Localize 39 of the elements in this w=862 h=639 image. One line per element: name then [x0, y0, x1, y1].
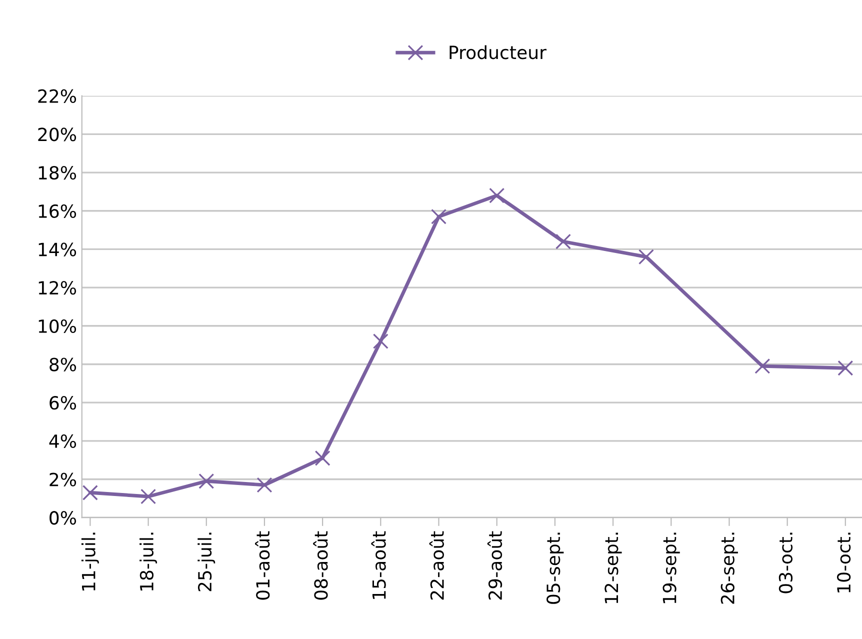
- x-tick-label: 01-août: [255, 531, 270, 600]
- x-tick-label: 10-oct.: [836, 532, 851, 592]
- point: [198, 473, 214, 489]
- y-tick-label: 22%: [38, 89, 76, 103]
- point: [489, 188, 505, 204]
- x-tick-label: 05-sept.: [546, 532, 564, 604]
- point: [754, 358, 770, 374]
- point: [82, 484, 98, 500]
- x-tick-label: 15-août: [371, 531, 386, 599]
- y-tick-label: 18%: [38, 166, 76, 180]
- y-tick-label: 16%: [38, 204, 76, 218]
- y-tick-label: 6%: [50, 396, 76, 410]
- legend-label: Producteur: [450, 45, 546, 60]
- y-tick-label: 0%: [50, 511, 76, 525]
- x-tick-label: 19-sept.: [662, 532, 680, 604]
- y-tick-label: 4%: [49, 434, 76, 448]
- y-tick-label: 10%: [38, 319, 76, 334]
- point: [555, 234, 572, 250]
- x-tick-label: 25-juil.: [198, 532, 216, 592]
- x-tick-label: 03-oct.: [778, 532, 793, 594]
- y-tick-label: 8%: [50, 358, 76, 372]
- point: [314, 450, 330, 466]
- x-tick-label: 12-sept.: [604, 532, 622, 604]
- y-tick-label: 20%: [38, 128, 76, 142]
- point: [140, 488, 156, 504]
- point: [430, 208, 447, 224]
- x-tick-label: 22-août: [429, 531, 444, 600]
- x-tick-label: 18-juil.: [140, 532, 158, 591]
- x-tick-label: 08-août: [313, 531, 328, 600]
- x-tick-label: 29-août: [487, 531, 502, 600]
- point: [838, 360, 854, 376]
- x-tick-label: 26-sept.: [720, 532, 738, 604]
- point: [372, 333, 388, 350]
- point: [256, 477, 272, 493]
- y-tick-label: 12%: [38, 281, 76, 295]
- y-tick-label: 14%: [38, 242, 76, 256]
- point: [638, 249, 654, 265]
- y-tick-label: 2%: [50, 472, 76, 486]
- x-tick-label: 11-juil.: [81, 532, 99, 591]
